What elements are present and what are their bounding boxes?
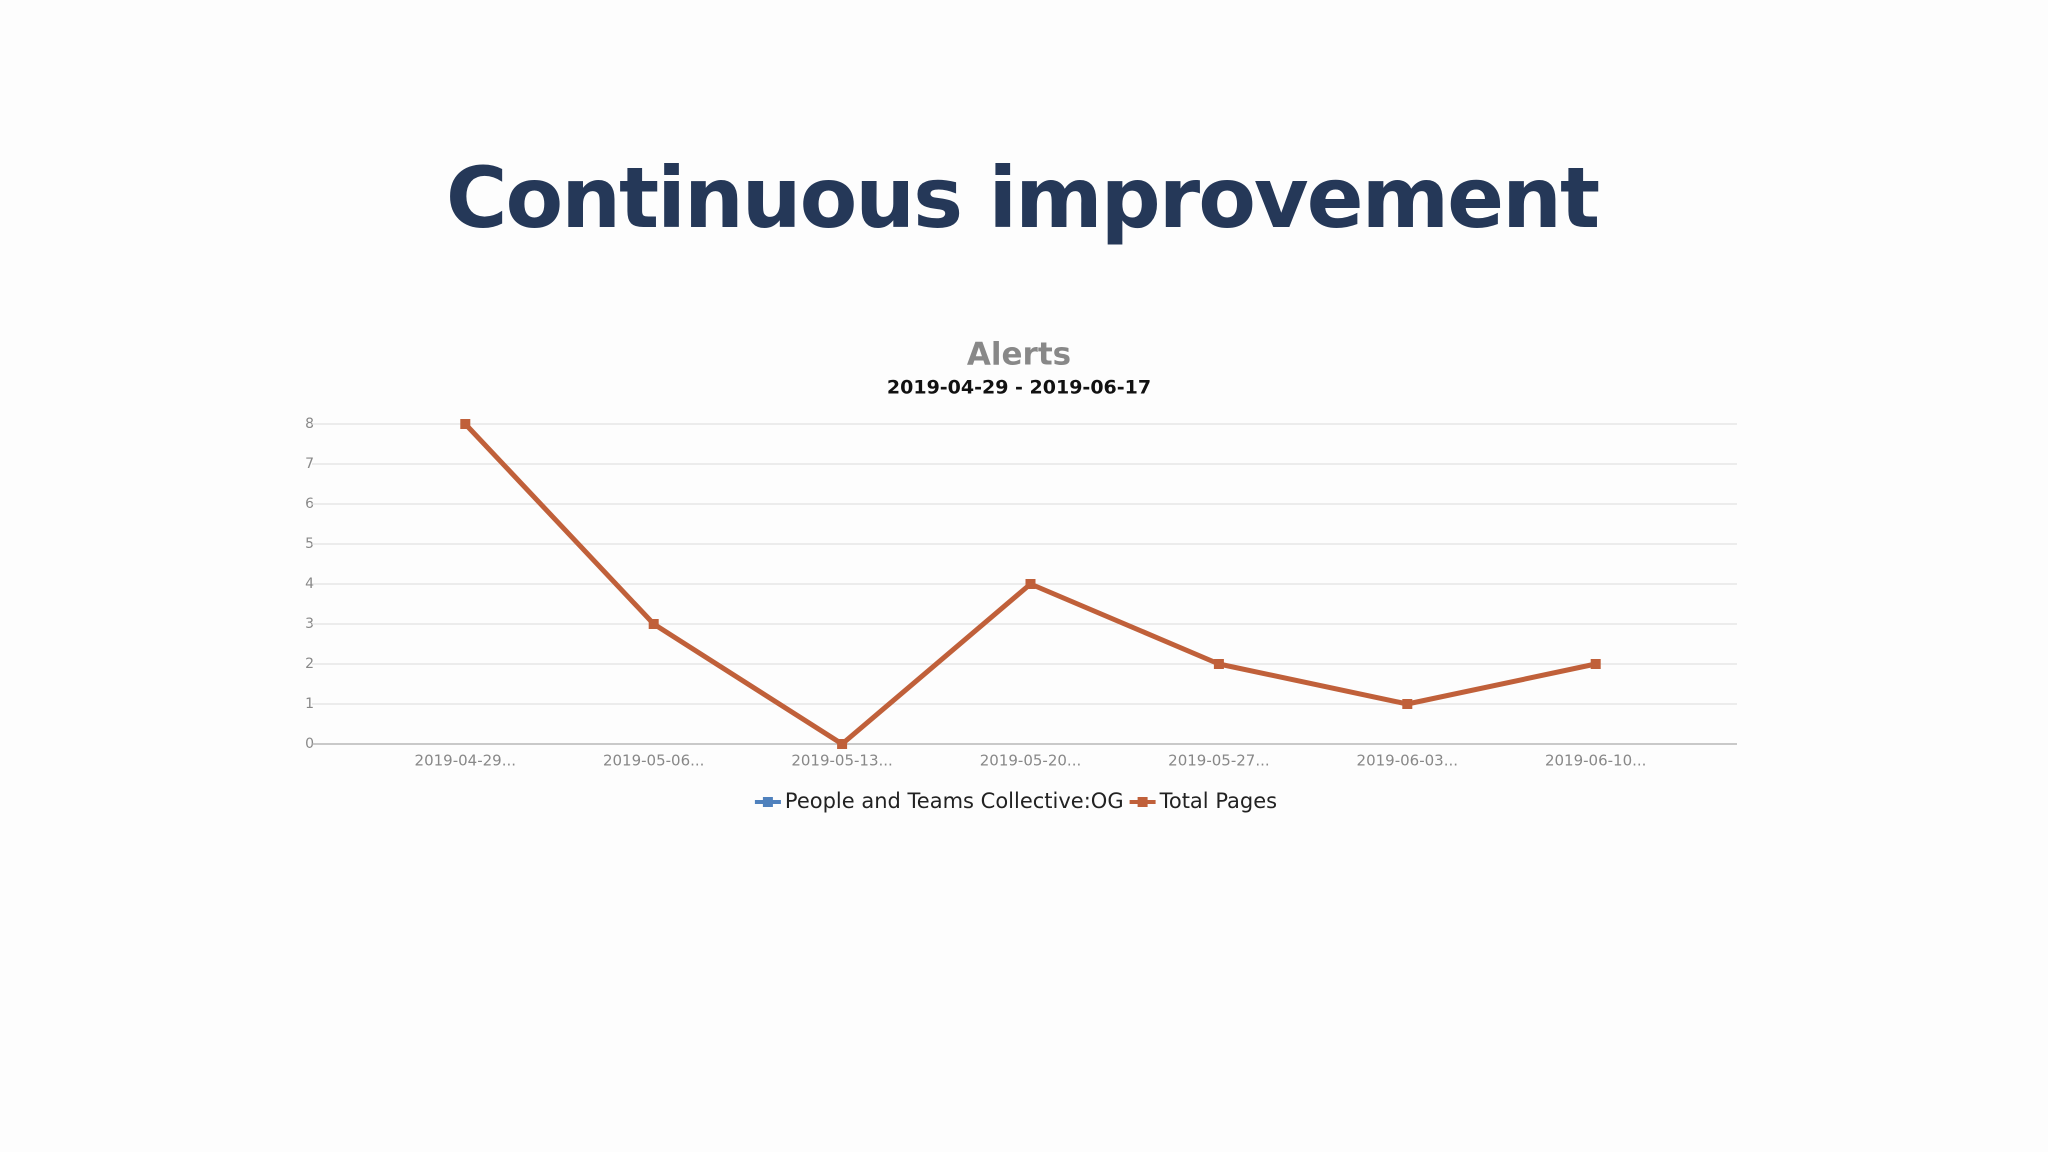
point-marker <box>648 619 659 629</box>
x-tick-label: 2019-04-29... <box>415 752 516 770</box>
legend-marker <box>1137 797 1148 807</box>
y-tick-label: 3 <box>305 616 314 632</box>
legend-label: People and Teams Collective:OG <box>785 789 1124 813</box>
point-marker <box>1590 659 1601 669</box>
x-tick-label: 2019-05-13... <box>791 752 892 770</box>
slide-title: Continuous improvement <box>446 149 1599 247</box>
legend-marker <box>762 797 773 807</box>
y-tick-label: 5 <box>305 536 314 552</box>
x-tick-label: 2019-06-03... <box>1357 752 1458 770</box>
x-tick-label: 2019-05-20... <box>980 752 1081 770</box>
point-marker <box>1213 659 1224 669</box>
y-tick-label: 4 <box>305 576 314 592</box>
point-marker <box>460 419 471 429</box>
point-marker <box>1025 579 1036 589</box>
y-tick-label: 7 <box>305 456 314 472</box>
y-tick-label: 8 <box>305 416 314 432</box>
y-tick-label: 0 <box>305 736 314 752</box>
y-tick-label: 2 <box>305 656 314 672</box>
x-tick-label: 2019-06-10... <box>1545 752 1646 770</box>
chart-title: Alerts <box>967 337 1071 373</box>
point-marker <box>837 739 848 749</box>
x-tick-label: 2019-05-27... <box>1168 752 1269 770</box>
y-tick-label: 6 <box>305 496 314 512</box>
legend-label: Total Pages <box>1159 789 1278 813</box>
y-tick-label: 1 <box>305 696 314 712</box>
x-tick-label: 2019-05-06... <box>603 752 704 770</box>
point-marker <box>1402 699 1413 709</box>
chart-subtitle: 2019-04-29 - 2019-06-17 <box>887 377 1151 399</box>
